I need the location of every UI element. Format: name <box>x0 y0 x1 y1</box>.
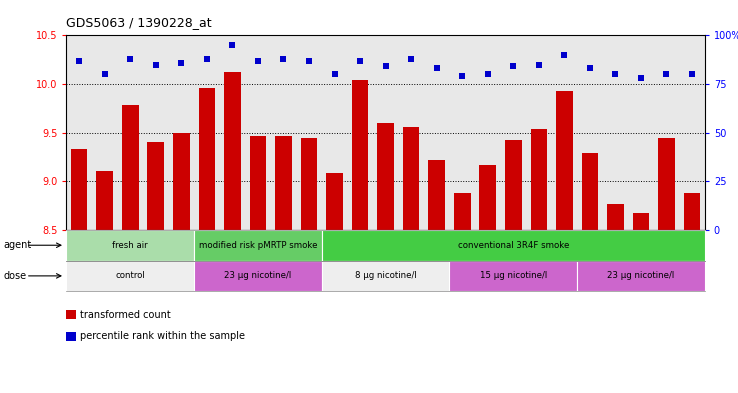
Bar <box>531 129 547 230</box>
Bar <box>275 136 292 230</box>
Bar <box>658 138 675 230</box>
Point <box>73 57 85 64</box>
Bar <box>403 127 419 230</box>
Point <box>124 55 137 62</box>
Point <box>610 71 621 77</box>
Point <box>176 59 187 66</box>
Point <box>354 57 366 64</box>
Bar <box>377 123 394 230</box>
Point <box>99 71 111 77</box>
Bar <box>582 153 599 230</box>
Point <box>150 61 162 68</box>
Point <box>635 75 647 81</box>
Point <box>482 71 494 77</box>
Point <box>431 65 443 72</box>
Bar <box>428 160 445 230</box>
Bar <box>352 80 368 230</box>
Point <box>201 55 213 62</box>
Bar <box>148 142 164 230</box>
Text: transformed count: transformed count <box>80 310 170 320</box>
Bar <box>480 165 496 230</box>
Text: dose: dose <box>4 271 27 281</box>
Bar <box>199 88 215 230</box>
Bar <box>632 213 649 230</box>
Bar <box>300 138 317 230</box>
Point <box>456 73 468 79</box>
Point <box>303 57 315 64</box>
Text: agent: agent <box>4 240 32 250</box>
Bar <box>454 193 471 230</box>
Bar <box>683 193 700 230</box>
Bar <box>173 132 190 230</box>
Bar <box>607 204 624 230</box>
Point <box>533 61 545 68</box>
Text: percentile rank within the sample: percentile rank within the sample <box>80 331 245 342</box>
Bar <box>122 105 139 230</box>
Bar <box>556 91 573 230</box>
Text: 23 μg nicotine/l: 23 μg nicotine/l <box>607 272 675 280</box>
Text: GDS5063 / 1390228_at: GDS5063 / 1390228_at <box>66 16 212 29</box>
Point <box>686 71 698 77</box>
Text: 15 μg nicotine/l: 15 μg nicotine/l <box>480 272 547 280</box>
Text: 23 μg nicotine/l: 23 μg nicotine/l <box>224 272 292 280</box>
Point <box>661 71 672 77</box>
Point <box>559 51 570 58</box>
Text: fresh air: fresh air <box>112 241 148 250</box>
Point <box>328 71 340 77</box>
Point <box>405 55 417 62</box>
Text: 8 μg nicotine/l: 8 μg nicotine/l <box>355 272 416 280</box>
Point <box>252 57 264 64</box>
Bar <box>71 149 88 230</box>
Point <box>380 63 392 70</box>
Text: conventional 3R4F smoke: conventional 3R4F smoke <box>458 241 569 250</box>
Bar <box>505 140 522 230</box>
Point <box>584 65 596 72</box>
Text: control: control <box>115 272 145 280</box>
Point <box>508 63 520 70</box>
Bar <box>249 136 266 230</box>
Bar <box>326 173 343 230</box>
Text: modified risk pMRTP smoke: modified risk pMRTP smoke <box>199 241 317 250</box>
Point <box>227 42 238 48</box>
Bar <box>224 72 241 230</box>
Point <box>277 55 289 62</box>
Bar <box>97 171 113 230</box>
